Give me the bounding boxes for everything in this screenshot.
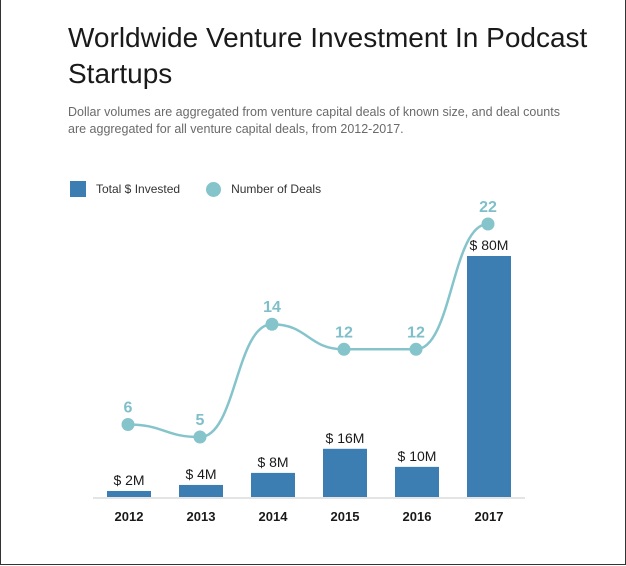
bar-value-label-2012: $ 2M: [113, 472, 144, 488]
x-tick-label-2012: 2012: [115, 509, 144, 524]
deal-point-2014: [265, 317, 279, 331]
bar-value-label-2013: $ 4M: [185, 466, 216, 482]
legend-label-deals: Number of Deals: [231, 182, 322, 196]
deal-value-label-2015: 12: [335, 324, 353, 341]
bar-2014: [251, 472, 295, 497]
deal-point-2015: [337, 342, 351, 356]
deal-point-2013: [193, 430, 207, 444]
x-tick-label-2016: 2016: [403, 509, 432, 524]
x-tick-label-2014: 2014: [259, 509, 289, 524]
legend: Total $ Invested Number of Deals: [70, 180, 347, 198]
bar-value-label-2015: $ 16M: [326, 430, 365, 446]
bar-value-label-2017: $ 80M: [470, 237, 509, 253]
x-tick-label-2015: 2015: [331, 509, 360, 524]
legend-label-invested: Total $ Invested: [96, 182, 181, 196]
bar-value-label-2014: $ 8M: [257, 454, 288, 470]
chart-title: Worldwide Venture Investment In Podcast …: [68, 22, 588, 89]
deal-point-2016: [409, 342, 423, 356]
legend-item-deals: Number of Deals: [206, 181, 322, 197]
deal-value-label-2012: 6: [124, 399, 133, 416]
chart-subtitle: Dollar volumes are aggregated from ventu…: [68, 105, 560, 136]
legend-swatch-dot-icon: [206, 181, 222, 197]
bar-2015: [323, 448, 367, 497]
x-tick-label-2013: 2013: [187, 509, 216, 524]
bar-value-label-2016: $ 10M: [398, 448, 437, 464]
bar-2013: [179, 484, 223, 497]
deal-point-2012: [121, 417, 135, 431]
bar-2016: [395, 466, 439, 497]
x-tick-label-2017: 2017: [475, 509, 504, 524]
bar-2012: [107, 490, 151, 497]
deal-value-label-2013: 5: [196, 412, 205, 429]
deals-line: [127, 222, 489, 439]
deal-point-2017: [481, 217, 495, 231]
legend-item-invested: Total $ Invested: [70, 181, 180, 197]
deal-value-label-2017: 22: [479, 199, 497, 216]
bar-2017: [467, 256, 511, 497]
legend-swatch-bar-icon: [70, 181, 86, 197]
deal-value-label-2016: 12: [407, 324, 425, 341]
deal-value-label-2014: 14: [263, 299, 281, 316]
